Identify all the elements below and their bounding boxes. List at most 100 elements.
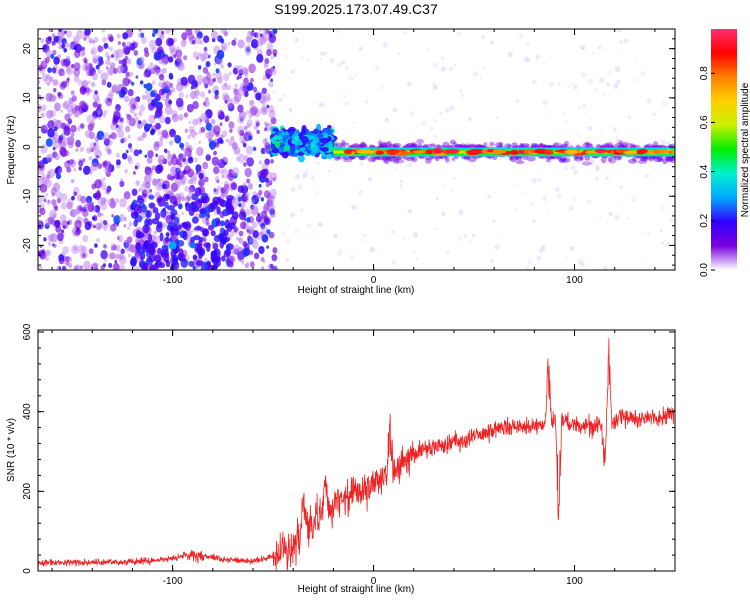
spectrogram-cell [299,55,304,59]
spectrogram-cell [41,73,48,82]
spectrogram-cell [117,236,120,240]
spectrogram-cell [345,65,349,70]
spectrogram-cell [214,94,219,100]
spectrogram-cell [94,96,101,103]
spectrogram-cell [45,49,52,58]
spectrogram-cell [329,58,334,64]
spectrogram-cell [73,246,78,251]
spectrogram-cell [202,161,209,170]
spectrogram-cell [323,103,326,106]
spectrogram-cell [117,234,124,243]
spectrogram-cell [317,132,324,140]
spectrogram-cell [260,168,268,179]
snr-x-label: Height of straight line (km) [298,584,415,595]
spectrogram-cell [659,229,663,233]
spectrogram-cell [133,219,138,227]
spectrogram-cell [126,155,132,162]
spectrogram-cell [645,155,652,161]
spectrogram-cell [108,262,113,269]
spectrogram-cell [65,66,74,76]
spectrogram-cell [581,72,587,78]
spectrogram-cell [136,231,145,239]
spectrogram-cell [176,54,183,63]
spectrogram-cell [68,258,71,262]
spectrogram-cell [39,183,48,193]
spectrogram-cell [266,104,270,109]
spectrogram-cell [288,108,292,112]
spectrogram-cell [266,245,269,249]
spectrogram-cell [270,117,277,125]
spectrogram-cell [130,211,139,219]
spectrogram-cell [258,246,265,254]
spectrogram-cell [75,139,81,148]
spectrogram-cell [126,149,129,154]
spectrogram-cell [264,148,270,155]
spectrogram-cell [103,177,106,181]
spectrogram-cell [144,154,148,158]
spectrogram-cell [403,156,410,160]
spectrogram-cell [598,216,602,219]
spectrogram-cell [192,101,199,110]
spectrogram-cell [310,141,316,148]
spectrogram-cell [169,128,176,138]
spectrogram-cell [140,183,147,192]
spectrogram-cell [136,121,143,129]
spectrogram-cell [348,156,355,160]
spectrogram-cell [425,144,435,147]
spectrogram-cell [272,247,278,254]
spectrogram-cell [247,183,253,190]
spectrogram-cell [567,84,571,88]
spectrogram-cell [164,148,168,153]
spectrogram-cell [213,166,220,175]
spectrogram-cell [252,240,259,249]
spectrogram-cell [631,196,637,202]
spectrogram-cell [151,80,156,85]
spectrogram-cell [509,157,514,161]
spectrogram-frame [37,28,676,271]
spectrogram-cell [608,157,617,164]
spectrogram-cell [90,81,96,88]
spectrogram-cell [238,237,244,244]
spectrogram-cell [221,174,225,178]
spectrogram-cell [252,221,258,228]
spectrogram-cell [94,243,98,248]
spectrogram-cell [259,33,263,38]
spectrogram-cell [135,238,139,243]
x-tick-label: 0 [371,576,377,587]
spectrogram-cell [124,242,132,252]
spectrogram-cell [188,120,192,125]
spectrogram-cell [232,67,239,75]
spectrogram-cell [208,129,215,138]
spectrogram-cell [97,225,101,230]
spectrogram-cell [466,142,469,145]
spectrogram-cell [56,197,62,204]
spectrogram-cell [492,149,501,155]
spectrogram-cell [595,176,600,181]
spectrogram-cell [248,135,253,141]
spectrogram-cell [82,234,89,243]
spectrogram-cell [177,65,181,70]
spectrogram-cell [630,143,636,149]
spectrogram-cell [339,249,343,253]
spectrogram-cell [282,93,287,98]
spectrogram-cell [399,184,403,188]
spectrogram-cell [194,157,199,163]
spectrogram-cell [246,122,251,129]
spectrogram-cell [102,113,107,118]
spectrogram-cell [229,230,235,237]
spectrogram-cell [189,242,196,249]
spectrogram-cell [452,176,457,180]
spectrogram-cell [274,140,281,149]
spectrogram-cell [177,224,182,230]
spectrogram-cell [137,246,145,255]
spectrogram-cell [117,129,125,138]
spectrogram-cell [223,229,229,236]
spectrogram-cell [250,105,259,116]
spectrogram-cell [255,121,260,127]
spectrogram-cell [246,178,251,184]
spectrogram-cell [472,233,476,237]
spectrogram-cell [178,114,184,121]
spectrogram-cell [51,243,55,247]
spectrogram-cell [120,63,128,74]
spectrogram-cell [342,94,346,98]
